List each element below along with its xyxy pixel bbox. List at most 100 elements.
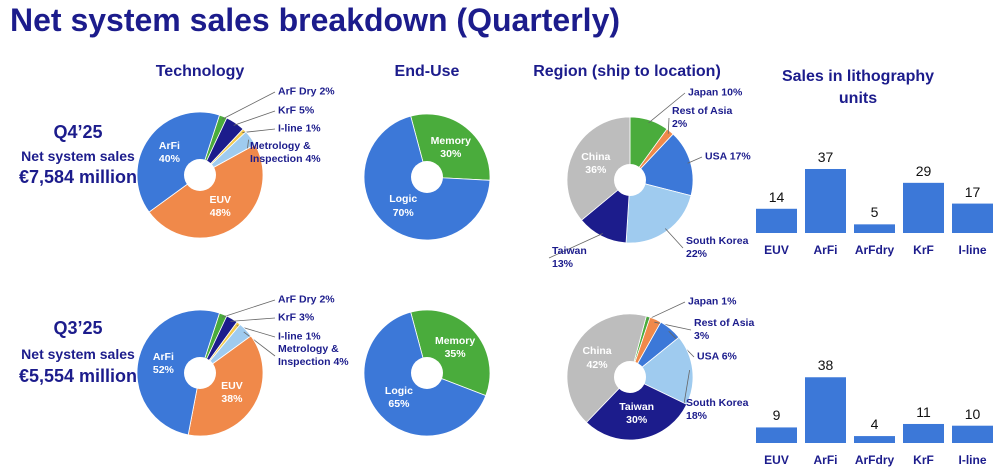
bar-value: 10 — [964, 405, 981, 422]
bar-value: 9 — [772, 407, 781, 424]
slice-name: KrF — [278, 311, 297, 324]
slice-value: 30% — [626, 414, 648, 427]
bar-value: 4 — [870, 416, 879, 433]
slice-label: China 36% — [581, 151, 610, 177]
bar — [903, 423, 944, 443]
slice-name: Logic — [389, 193, 418, 206]
slice-label: Taiwan 30% — [619, 401, 654, 427]
bar-category: KrF — [913, 243, 934, 257]
slice-name: Japan — [688, 295, 719, 308]
slice-label: Metrology & Inspection 4% — [250, 140, 330, 166]
slice-value: 5% — [299, 104, 315, 117]
slice-value: 13% — [552, 258, 574, 270]
slice-name: I-line — [278, 330, 303, 343]
donut-hole — [411, 357, 443, 389]
bar-category: ArFi — [813, 243, 838, 257]
bar-category: ArFi — [813, 453, 838, 467]
slice-value: 30% — [440, 147, 462, 160]
slice-name: ArF Dry — [278, 85, 317, 98]
bar-category: KrF — [913, 453, 934, 467]
slice-label: I-line 1% — [278, 122, 321, 135]
leader-line — [687, 156, 703, 164]
row-label: Net system sales — [21, 148, 135, 164]
sales-amount: €5,554 million — [18, 366, 138, 386]
slice-value: 4% — [333, 356, 349, 368]
slice-name: Memory — [434, 334, 476, 347]
slice-name: USA — [705, 150, 727, 163]
slice-value: 2% — [672, 118, 688, 130]
slice-name: ArFi — [152, 350, 174, 363]
bar — [805, 377, 846, 443]
leader-line — [230, 317, 276, 322]
slice-label: USA 6% — [697, 350, 737, 363]
leader-line — [647, 301, 686, 320]
slice-label: Metrology & Inspection 4% — [278, 343, 358, 369]
slice-value: 52% — [152, 363, 174, 376]
column-header: Technology — [155, 63, 245, 80]
slice-label: EUV 48% — [209, 194, 231, 220]
donut-hole — [184, 357, 216, 389]
slice-name: EUV — [221, 380, 243, 393]
slice-name: South Korea — [686, 396, 749, 409]
bar-value: 38 — [817, 357, 834, 374]
page-title: Net system sales breakdown (Quarterly) — [10, 2, 621, 38]
slice-name: KrF — [278, 104, 297, 117]
pie-slice — [187, 335, 264, 437]
slice-label: KrF 3% — [278, 311, 314, 324]
sales-amount: €7,584 million — [18, 167, 138, 187]
slice-value: 1% — [305, 330, 321, 343]
slice-label: ArF Dry 2% — [278, 293, 335, 306]
slice-name: Rest of Asia — [672, 104, 733, 117]
donut-hole — [614, 361, 646, 393]
bar — [903, 182, 944, 233]
slice-name: EUV — [209, 193, 232, 206]
slice-value: 17% — [729, 150, 751, 163]
column-header: End-Use — [394, 63, 460, 80]
bar-category: ArFdry — [854, 243, 895, 257]
slice-label: USA 17% — [705, 150, 751, 163]
slice-label: China 42% — [582, 345, 611, 371]
slice-label: Rest of Asia 3% — [694, 317, 764, 343]
pie-slice — [629, 336, 694, 405]
slice-label: Memory 30% — [431, 134, 471, 160]
pie-slice — [136, 111, 220, 213]
slice-value: 18% — [686, 410, 708, 422]
column-header: Sales in lithography units — [781, 68, 935, 108]
leader-line — [667, 117, 670, 134]
slice-value: 65% — [388, 398, 410, 411]
bar-category: I-line — [958, 243, 987, 257]
bar — [854, 436, 895, 443]
slice-name: South Korea — [686, 234, 749, 247]
leader-line — [648, 92, 686, 124]
slice-name: Taiwan — [619, 401, 655, 414]
bar — [805, 168, 846, 233]
slice-name: ArF Dry — [278, 293, 317, 306]
slice-value: 70% — [392, 206, 414, 219]
pie-slice — [136, 309, 220, 436]
slice-label: South Korea 18% — [686, 397, 754, 423]
slice-value: 2% — [319, 293, 335, 306]
slice-name: ArFi — [158, 139, 180, 152]
slice-value: 3% — [694, 330, 710, 342]
pie-slice — [566, 116, 631, 221]
bar-value: 5 — [870, 204, 879, 221]
slice-label: Rest of Asia 2% — [672, 105, 742, 131]
slice-name: Memory — [430, 134, 471, 147]
slice-name: China — [582, 345, 612, 358]
bar — [756, 208, 797, 233]
bar-category: ArFdry — [854, 453, 895, 467]
slice-value: 3% — [299, 311, 315, 324]
slice-value: 48% — [209, 206, 231, 219]
slice-label: KrF 5% — [278, 104, 314, 117]
bar-value: 17 — [964, 183, 981, 200]
slice-label: Japan 10% — [688, 86, 742, 99]
slice-label: Logic 70% — [389, 193, 417, 219]
slice-value: 6% — [721, 350, 737, 363]
slice-label: Memory 35% — [435, 335, 475, 361]
slice-label: EUV 38% — [221, 380, 243, 406]
row-label: Net system sales — [21, 346, 135, 362]
slice-value: 2% — [319, 85, 335, 98]
bar-value: 11 — [916, 403, 931, 420]
slice-value: 1% — [305, 122, 321, 135]
slice-label: South Korea 22% — [686, 235, 754, 261]
